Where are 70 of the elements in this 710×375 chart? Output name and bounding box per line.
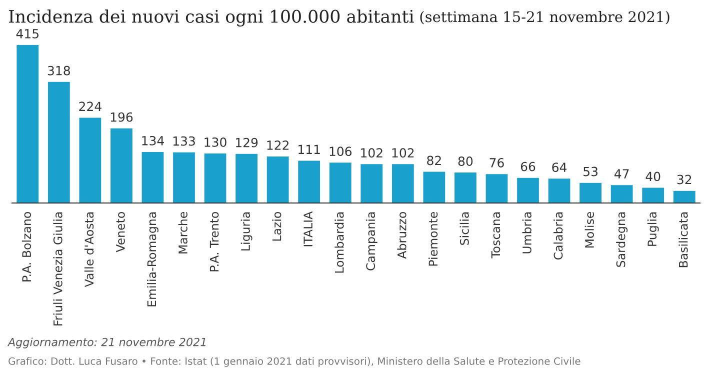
data-label: 111 xyxy=(298,144,320,154)
bar xyxy=(329,162,352,203)
data-label: 130 xyxy=(204,137,226,147)
bar xyxy=(673,190,696,203)
data-label: 102 xyxy=(361,148,382,158)
data-label: 53 xyxy=(584,166,598,176)
bar xyxy=(360,164,383,203)
data-label: 122 xyxy=(267,140,288,150)
x-tick-label: Lazio xyxy=(272,212,282,241)
bar xyxy=(454,172,476,203)
bar xyxy=(392,164,414,203)
data-label: 196 xyxy=(110,112,133,122)
bar xyxy=(173,152,195,203)
x-tick-label: ITALIA xyxy=(304,211,312,246)
bar xyxy=(236,154,258,203)
x-tick-label: Abruzzo xyxy=(397,212,406,259)
x-tick-label: Basilicata xyxy=(678,212,688,268)
chart-subtitle: (settimana 15-21 novembre 2021) xyxy=(420,10,670,24)
data-label: 102 xyxy=(392,148,414,158)
x-tick-label: Liguria xyxy=(240,212,252,250)
x-tick-label: Piemonte xyxy=(428,212,438,266)
data-label: 47 xyxy=(614,169,629,178)
x-tick-label: Umbria xyxy=(522,212,532,254)
bar xyxy=(79,118,102,203)
x-tick-label: Emilia-Romagna xyxy=(147,212,158,306)
data-label: 224 xyxy=(79,102,102,111)
bar xyxy=(110,128,132,203)
data-label: 318 xyxy=(48,66,70,76)
x-tick-label: Lombardia xyxy=(334,212,344,273)
data-label: 64 xyxy=(552,162,567,172)
data-label: 80 xyxy=(458,156,473,166)
x-tick-label: Sicilia xyxy=(460,212,469,245)
bar xyxy=(48,82,70,203)
text: Grafico: Dott. Luca Fusaro • Fonte: Istat (1 gennaio 2021 dati provvisori), Ministero della Salute e Protezione Civile xyxy=(8,357,580,367)
bar xyxy=(610,185,633,203)
data-label: 415 xyxy=(16,29,38,38)
data-label: 40 xyxy=(646,172,660,182)
x-tick-label: Puglia xyxy=(647,212,659,246)
bar xyxy=(642,188,664,203)
data-label: 134 xyxy=(142,136,164,146)
x-tick-label: Calabria xyxy=(554,212,563,260)
x-tick-label: Veneto xyxy=(116,212,125,252)
data-label: 133 xyxy=(173,136,195,146)
data-label: 129 xyxy=(236,138,258,148)
data-label: 82 xyxy=(427,156,441,166)
x-tick-label: Valle d'Aosta xyxy=(84,212,94,288)
bar xyxy=(423,172,446,203)
x-tick-label: Campania xyxy=(366,212,378,270)
bar xyxy=(486,174,508,203)
bar xyxy=(266,156,289,203)
text: Aggiornamento: 21 novembre 2021 xyxy=(7,338,206,348)
x-tick-label: Toscana xyxy=(491,212,500,258)
bar xyxy=(548,178,570,203)
data-label: 76 xyxy=(490,158,504,168)
bar xyxy=(142,152,164,203)
x-tick-label: P.A. Bolzano xyxy=(22,212,32,282)
data-label: 32 xyxy=(677,174,692,184)
x-tick-label: Sardegna xyxy=(616,212,628,267)
bar xyxy=(16,45,39,203)
x-tick-label: Molise xyxy=(584,212,594,248)
bar xyxy=(298,160,320,203)
x-tick-label: P.A. Trento xyxy=(210,212,219,272)
bar xyxy=(580,182,602,203)
x-tick-label: Marche xyxy=(178,212,188,254)
bar xyxy=(517,178,539,203)
x-tick-label: Friuli Venezia Giulia xyxy=(53,212,62,326)
chart-title: Incidenza dei nuovi casi ogni 100.000 abitanti xyxy=(8,9,414,27)
data-label: 106 xyxy=(330,146,352,156)
bar xyxy=(204,154,226,203)
data-label: 66 xyxy=(520,162,536,172)
